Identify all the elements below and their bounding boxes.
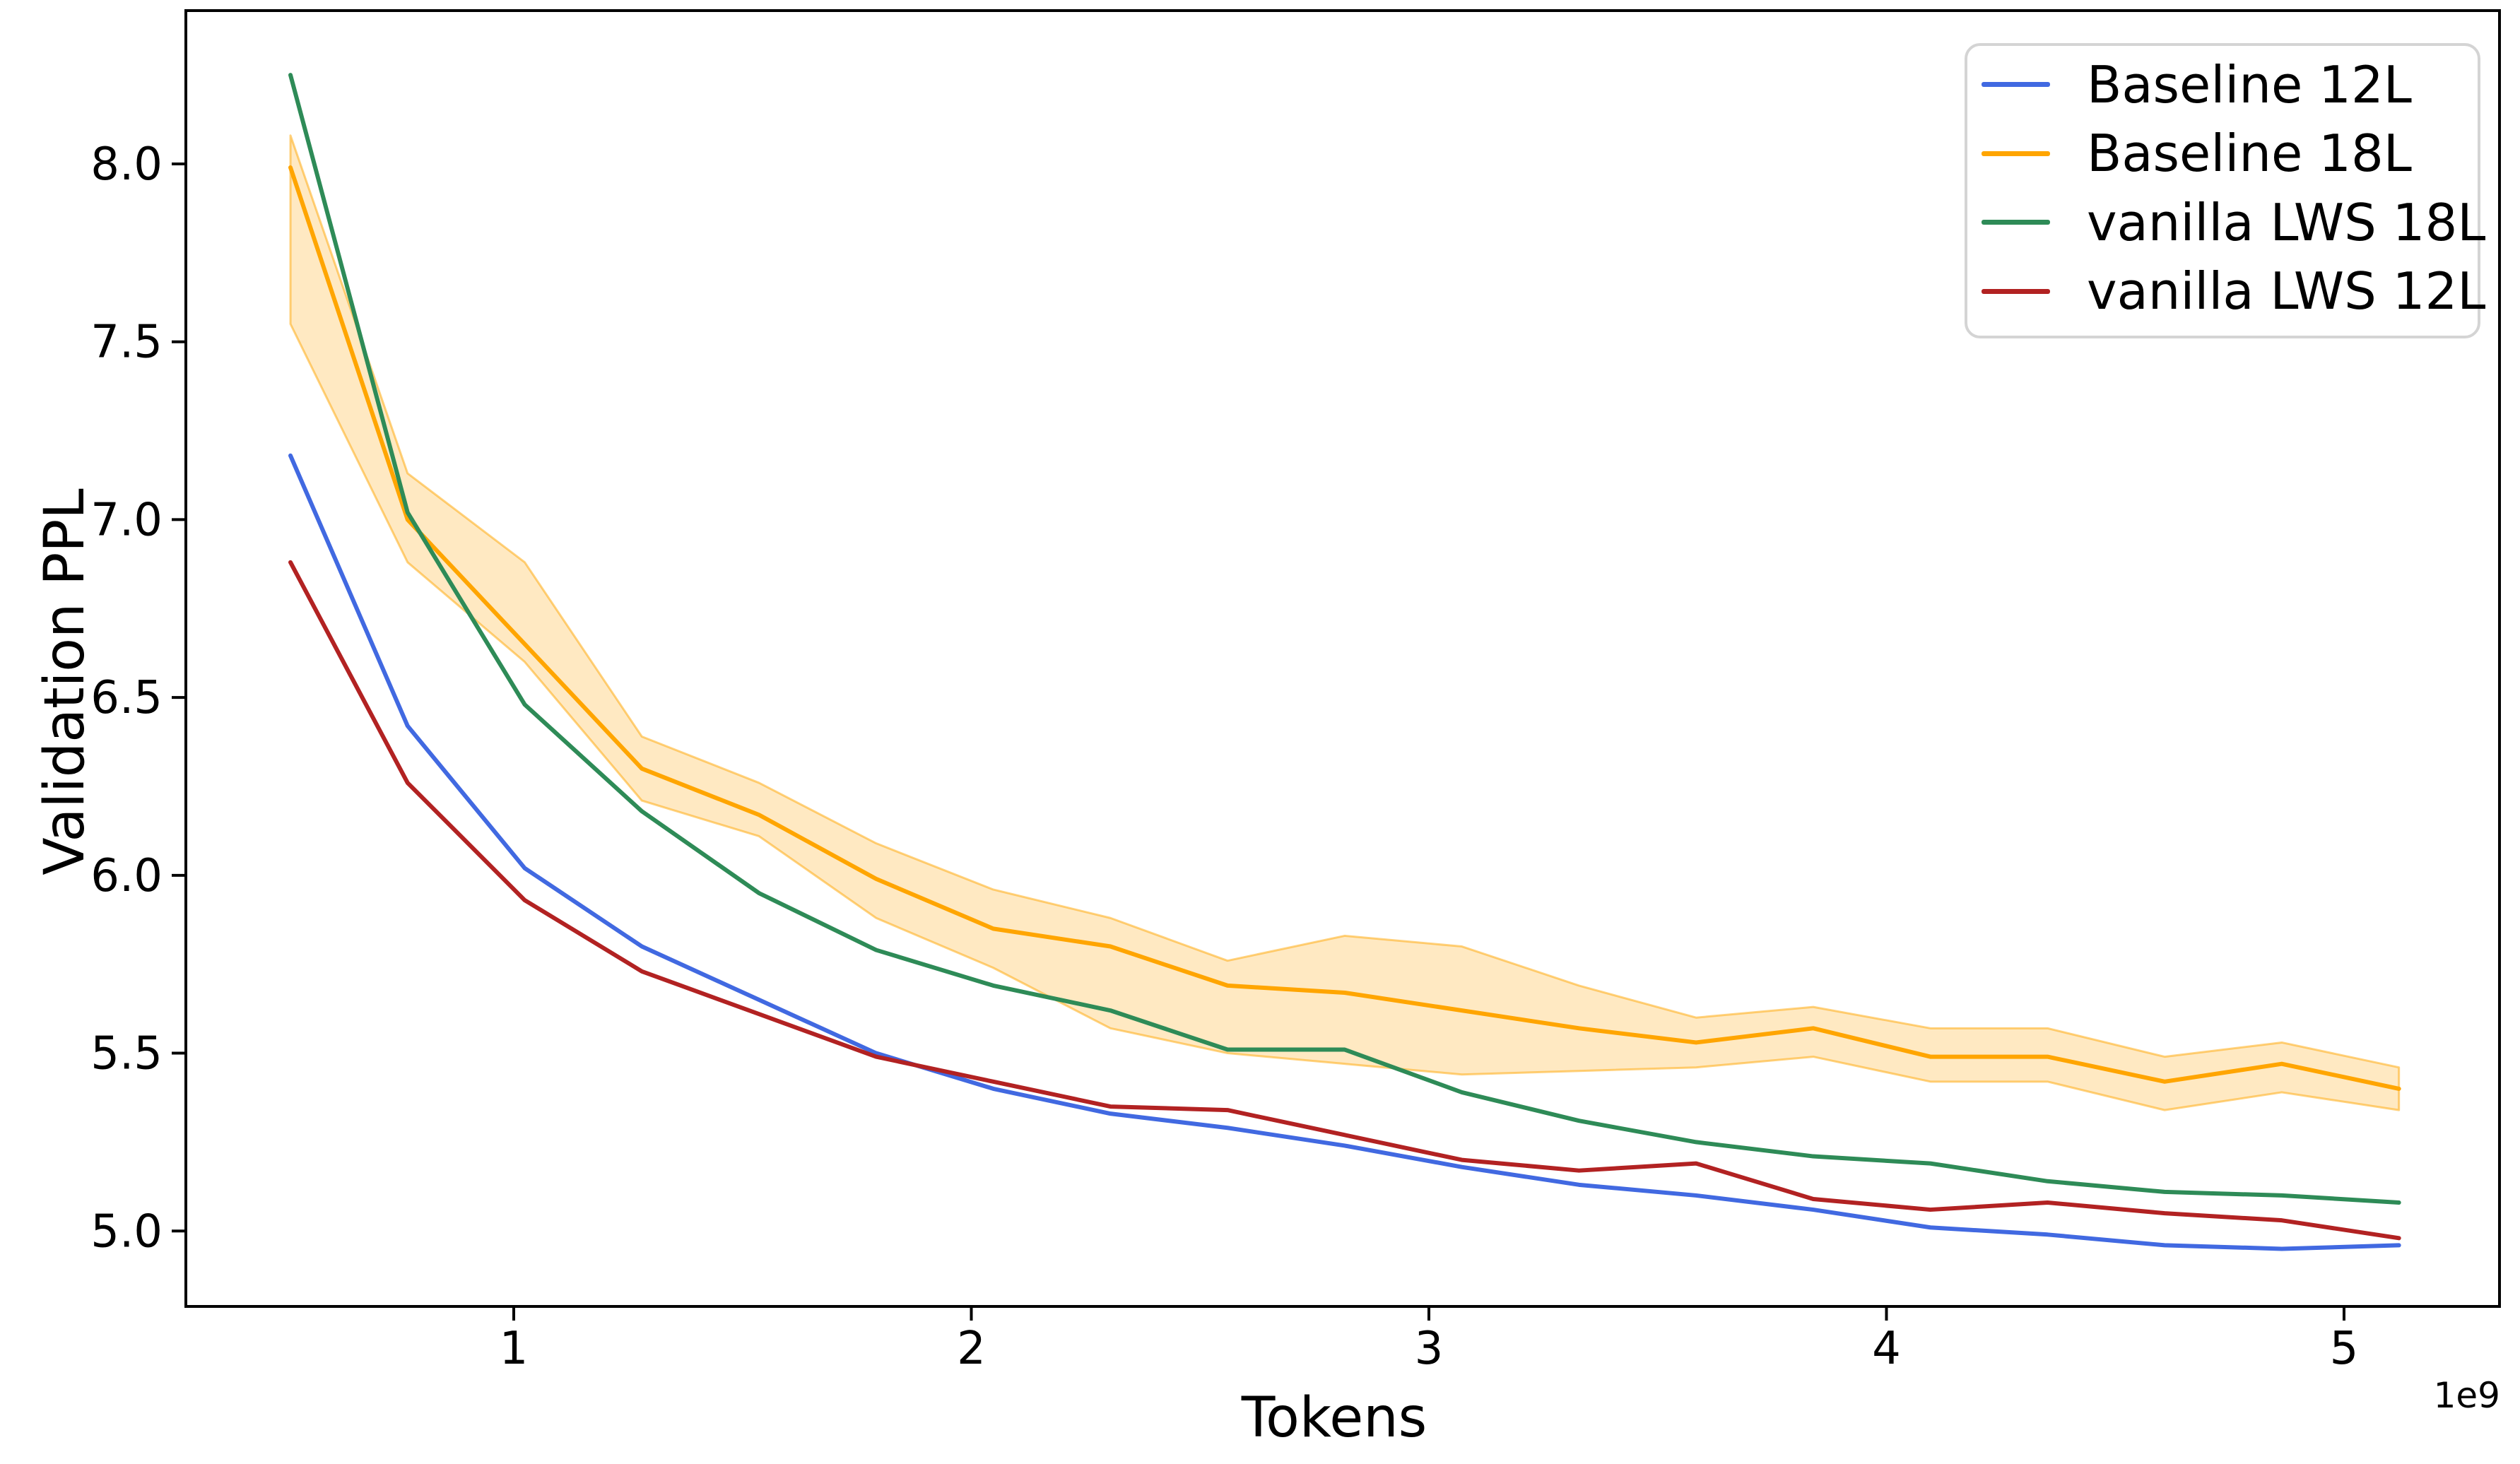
- series-line-baseline-18l: [288, 165, 2401, 1091]
- y-axis-label: Validation PPL: [33, 488, 97, 875]
- x-tick-label: 3: [1415, 1323, 1444, 1375]
- legend-label: vanilla LWS 12L: [2087, 261, 2486, 321]
- y-tick-label: 6.0: [90, 850, 163, 902]
- legend-item-baseline-12l: Baseline 12L: [1967, 59, 2478, 110]
- legend-item-baseline-18l: Baseline 18L: [1967, 128, 2478, 179]
- legend-item-vanilla-lws-12l: vanilla LWS 12L: [1967, 266, 2485, 317]
- y-tick-label: 5.0: [90, 1205, 163, 1258]
- x-tick-label: 4: [1872, 1323, 1901, 1375]
- series-line-vanilla-lws-12l: [288, 560, 2401, 1241]
- series-line-vanilla-lws-18l: [288, 73, 2401, 1205]
- x-tick-label: 5: [2330, 1323, 2359, 1375]
- y-tick-label: 6.5: [90, 672, 163, 724]
- legend-swatch-vanilla-lws-12l: [1982, 288, 2050, 294]
- y-tick-label: 8.0: [90, 138, 163, 191]
- legend-label: Baseline 12L: [2087, 54, 2412, 114]
- series-line-baseline-12l: [288, 453, 2401, 1251]
- x-axis-label: Tokens: [1241, 1386, 1427, 1450]
- x-tick-label: 2: [957, 1323, 986, 1375]
- confidence-band-baseline-18l: [289, 134, 2401, 1111]
- legend-label: Baseline 18L: [2087, 124, 2412, 184]
- legend-swatch-vanilla-lws-18l: [1982, 220, 2050, 225]
- x-tick-label: 1: [500, 1323, 529, 1375]
- legend-swatch-baseline-18l: [1982, 150, 2050, 156]
- x-axis-offset-label: 1e9: [2433, 1375, 2500, 1416]
- legend-swatch-baseline-12l: [1982, 82, 2050, 88]
- plot-spines: [184, 9, 2501, 1308]
- y-tick-label: 7.5: [90, 317, 163, 369]
- y-tick-label: 5.5: [90, 1028, 163, 1080]
- legend-item-vanilla-lws-18l: vanilla LWS 18L: [1967, 197, 2485, 248]
- y-tick-label: 7.0: [90, 494, 163, 546]
- legend-box: Baseline 12L Baseline 18L vanilla LWS 18…: [1965, 43, 2485, 338]
- legend-label: vanilla LWS 18L: [2087, 192, 2486, 252]
